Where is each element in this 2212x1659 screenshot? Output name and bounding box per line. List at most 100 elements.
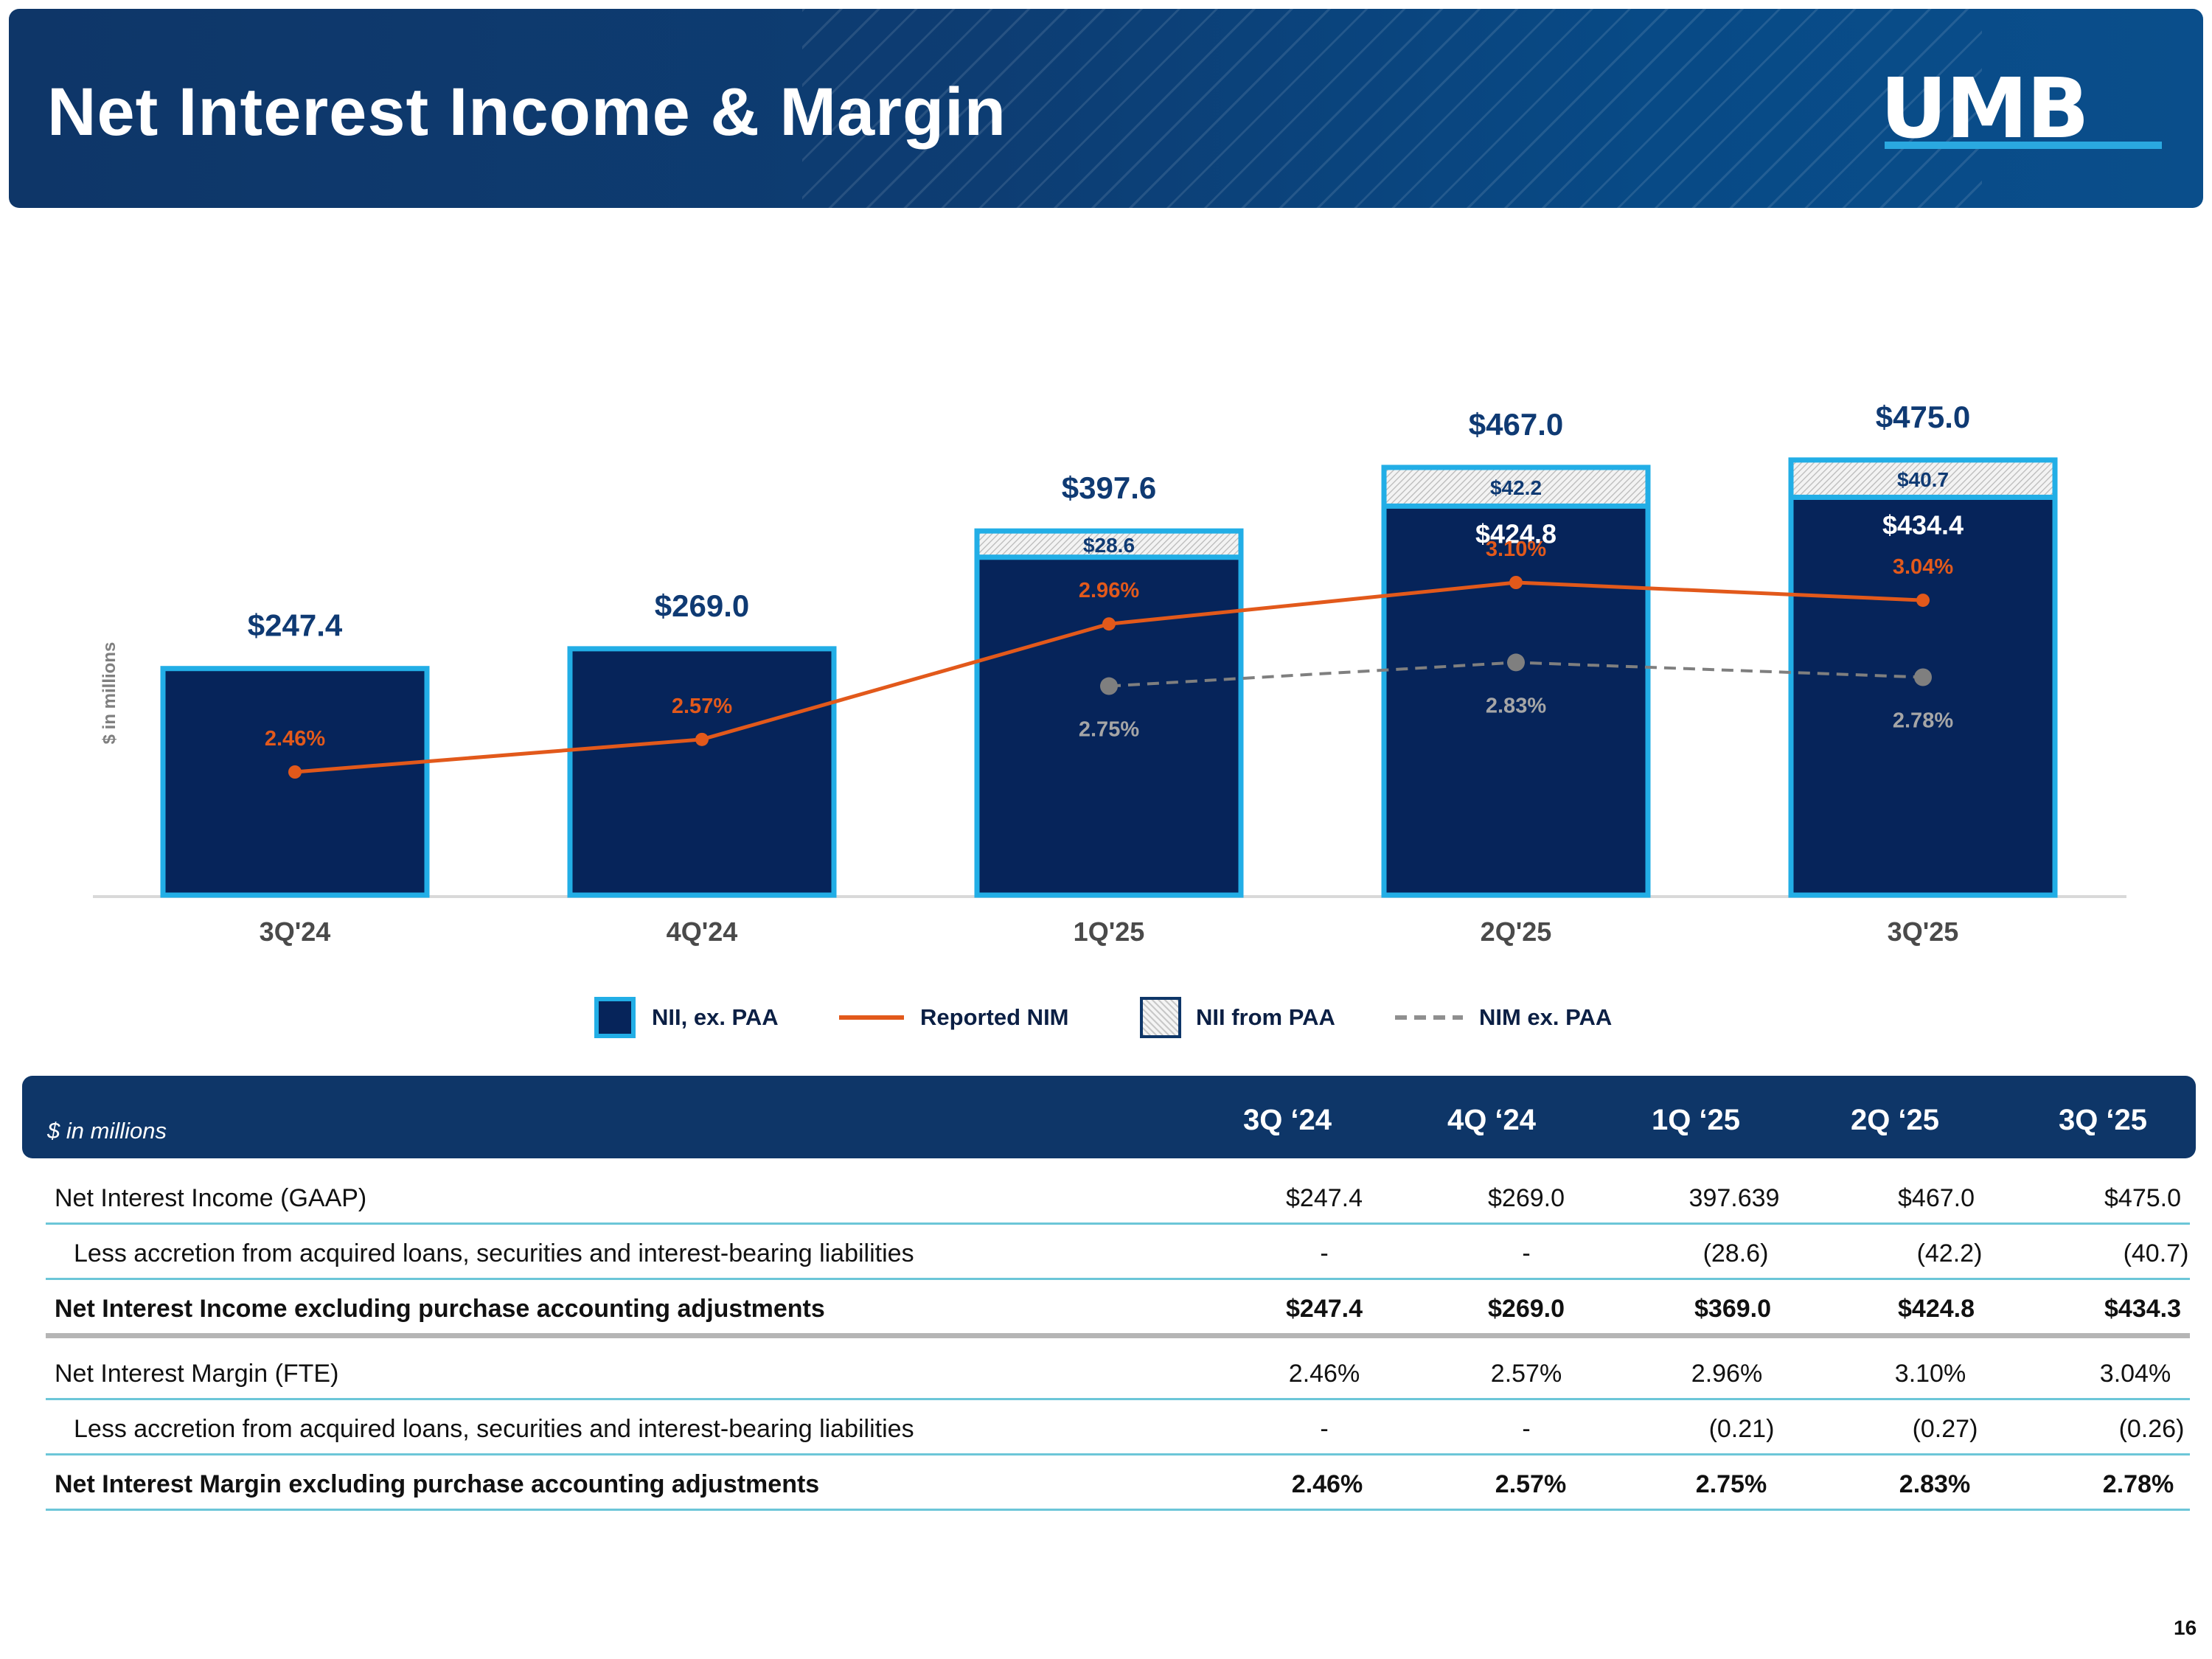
table-col-header: 2Q ‘25 — [1850, 1104, 1940, 1136]
table-cell: $269.0 — [1488, 1295, 1565, 1323]
table-row: Net Interest Income (GAAP) $247.4 $269.0… — [46, 1168, 2190, 1225]
umb-logo: UMB — [1880, 61, 2090, 157]
legend-label-nii-from-paa: NII from PAA — [1196, 1004, 1335, 1030]
table-cell: (0.27) — [1912, 1415, 1978, 1443]
table-units: $ in millions — [47, 1118, 167, 1144]
table-cell: 2.75% — [1695, 1470, 1767, 1498]
table-cell: $247.4 — [1286, 1184, 1363, 1212]
table-cell: 3.10% — [1894, 1360, 1966, 1388]
point-reported-nim — [1916, 594, 1930, 608]
y-axis-label: $ in millions — [100, 642, 119, 745]
table-row: Net Interest Income excluding purchase a… — [46, 1279, 2190, 1338]
table-cell: (40.7) — [2123, 1239, 2189, 1267]
data-label-nim-ex-paa: 2.83% — [1486, 694, 1546, 717]
x-tick-label: 2Q'25 — [1481, 917, 1552, 947]
table-cell: $434.3 — [2104, 1295, 2181, 1323]
data-label-reported-nim: 2.46% — [265, 727, 325, 751]
table-row: Net Interest Margin (FTE) 2.46% 2.57% 2.… — [46, 1343, 2190, 1400]
table-cell: (42.2) — [1916, 1239, 1983, 1267]
table-cell: 2.83% — [1899, 1470, 1971, 1498]
slide-title: Net Interest Income & Margin — [47, 74, 1006, 150]
point-reported-nim — [1102, 617, 1116, 631]
bar-nii-from-paa — [1788, 457, 2058, 500]
legend-label-reported-nim: Reported NIM — [920, 1004, 1069, 1030]
point-nim-ex-paa — [1100, 677, 1118, 695]
data-label-reported-nim: 3.10% — [1486, 538, 1546, 561]
row-label: Less accretion from acquired loans, secu… — [74, 1239, 914, 1267]
table-col-header: 1Q ‘25 — [1651, 1104, 1741, 1136]
x-tick-label: 4Q'24 — [667, 917, 738, 947]
table-cell: $369.0 — [1694, 1295, 1771, 1323]
table-cell: 2.96% — [1691, 1360, 1763, 1388]
row-label: Net Interest Income (GAAP) — [55, 1184, 367, 1212]
table-cell: 3.04% — [2099, 1360, 2171, 1388]
legend-swatch-reported-nim — [839, 1015, 904, 1020]
bar-nii-from-paa — [974, 528, 1244, 560]
table-cell: - — [1320, 1239, 1329, 1267]
table-row: Less accretion from acquired loans, secu… — [46, 1223, 2190, 1280]
table-cell: 2.46% — [1291, 1470, 1363, 1498]
table-cell: $467.0 — [1898, 1184, 1975, 1212]
table-cell: 397.639 — [1688, 1184, 1780, 1212]
x-tick-label: 3Q'24 — [260, 917, 331, 947]
point-reported-nim — [1509, 576, 1523, 589]
point-reported-nim — [695, 732, 709, 746]
row-label: Net Interest Margin excluding purchase a… — [55, 1470, 820, 1498]
bar-nii-from-paa — [1381, 465, 1651, 509]
row-label: Less accretion from acquired loans, secu… — [74, 1415, 914, 1443]
x-tick-label: 3Q'25 — [1888, 917, 1959, 947]
point-nim-ex-paa — [1507, 653, 1525, 672]
table-row: Less accretion from acquired loans, secu… — [46, 1399, 2190, 1455]
table-col-header: 3Q ‘24 — [1242, 1104, 1332, 1136]
data-label-reported-nim: 2.57% — [672, 695, 732, 718]
header-pattern — [802, 9, 1982, 208]
data-label-paa: $28.6 — [1083, 534, 1135, 557]
legend-swatch-nii-ex-paa — [594, 997, 636, 1038]
data-label-total: $247.4 — [248, 608, 343, 643]
data-label-paa: $42.2 — [1490, 476, 1542, 499]
table-col-header: 4Q ‘24 — [1447, 1104, 1537, 1136]
data-label-nii: $424.8 — [1475, 518, 1557, 549]
table-cell: 2.46% — [1288, 1360, 1360, 1388]
row-label: Net Interest Income excluding purchase a… — [55, 1295, 825, 1323]
data-label-total: $467.0 — [1469, 407, 1563, 442]
point-nim-ex-paa — [1914, 668, 1932, 686]
slide-header: Net Interest Income & Margin UMB — [9, 9, 2203, 208]
table-cell: $475.0 — [2104, 1184, 2181, 1212]
data-label-nii: $434.4 — [1882, 509, 1964, 540]
table-cell: 2.57% — [1490, 1360, 1562, 1388]
data-label-nim-ex-paa: 2.75% — [1079, 718, 1139, 742]
table-cell: (0.26) — [2118, 1415, 2185, 1443]
table-cell: (0.21) — [1708, 1415, 1775, 1443]
logo-underline — [1885, 142, 2162, 149]
table-cell: - — [1320, 1415, 1329, 1443]
bar-nii-ex-paa — [567, 646, 837, 898]
table-cell: (28.6) — [1703, 1239, 1769, 1267]
data-label-total: $269.0 — [655, 588, 749, 623]
table-cell: 2.78% — [2102, 1470, 2174, 1498]
table-cell: $247.4 — [1286, 1295, 1363, 1323]
legend-label-nii-ex-paa: NII, ex. PAA — [652, 1004, 779, 1030]
data-label-total: $475.0 — [1876, 400, 1970, 434]
bar-nii-ex-paa — [160, 666, 430, 898]
table-col-header: 3Q ‘25 — [2058, 1104, 2148, 1136]
table-cell: - — [1522, 1415, 1531, 1443]
table-cell: $269.0 — [1488, 1184, 1565, 1212]
data-label-total: $397.6 — [1062, 470, 1156, 505]
legend-swatch-nim-ex-paa — [1395, 1015, 1463, 1020]
nii-nim-chart: $247.4 3Q'24 $269.0 4Q'24 $28.6 $397.6 1Q'25 $4… — [93, 400, 2126, 947]
data-label-reported-nim: 2.96% — [1079, 579, 1139, 602]
table-cell: $424.8 — [1898, 1295, 1975, 1323]
table-cell: - — [1522, 1239, 1531, 1267]
data-label-nim-ex-paa: 2.78% — [1893, 709, 1953, 733]
legend-swatch-nii-from-paa — [1140, 997, 1181, 1038]
x-tick-label: 1Q'25 — [1074, 917, 1145, 947]
data-label-paa: $40.7 — [1897, 468, 1949, 491]
legend-label-nim-ex-paa: NIM ex. PAA — [1479, 1004, 1613, 1030]
point-reported-nim — [288, 765, 302, 779]
page-number: 16 — [2174, 1616, 2197, 1639]
data-label-reported-nim: 3.04% — [1893, 555, 1953, 579]
table-row: Net Interest Margin excluding purchase a… — [46, 1454, 2190, 1511]
table-cell: 2.57% — [1495, 1470, 1567, 1498]
bar-nii-ex-paa — [1788, 494, 2058, 898]
